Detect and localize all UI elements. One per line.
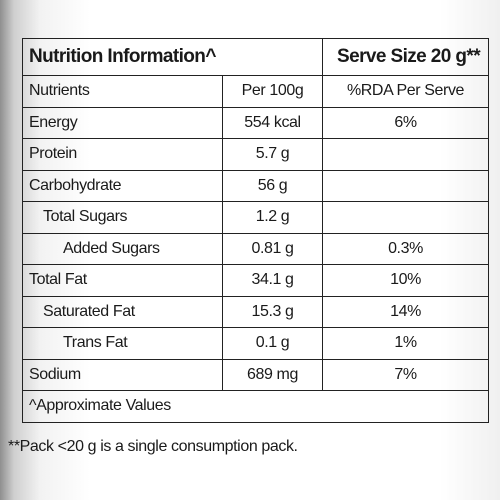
header-row: Nutrition Information^ Serve Size 20 g** [22,38,489,76]
column-row: Nutrients Per 100g %RDA Per Serve [22,75,489,108]
note-row: ^Approximate Values [22,390,489,423]
note: ^Approximate Values [22,390,489,423]
nutrient-row: Energy 554 kcal 6% [22,106,489,139]
nutrient-row: Trans Fat 0.1 g 1% [22,327,489,360]
footnote: **Pack <20 g is a single consumption pac… [8,438,298,455]
nutrient-name: Carbohydrate [22,169,223,202]
nutrient-name: Sodium [22,358,223,391]
per-100g: 15.3 g [222,295,323,328]
rda [322,138,489,171]
per-100g: 56 g [222,169,323,202]
per-100g: 0.1 g [222,327,323,360]
column-header: %RDA Per Serve [322,75,489,108]
nutrient-name: Added Sugars [22,232,223,265]
per-100g: 689 mg [222,358,323,391]
per-100g: 554 kcal [222,106,323,139]
rda: 0.3% [322,232,489,265]
per-100g: 5.7 g [222,138,323,171]
nutrient-row: Sodium 689 mg 7% [22,358,489,391]
nutrient-name: Saturated Fat [22,295,223,328]
nutrient-row: Carbohydrate 56 g [22,169,489,202]
per-100g: 0.81 g [222,232,323,265]
nutrition-table: Nutrition Information^ Serve Size 20 g**… [22,38,489,423]
nutrient-row: Total Sugars 1.2 g [22,201,489,234]
per-100g: 1.2 g [222,201,323,234]
title: Nutrition Information^ [22,38,323,76]
per-100g: 34.1 g [222,264,323,297]
serve-size: Serve Size 20 g** [322,38,489,76]
nutrient-name: Total Fat [22,264,223,297]
nutrient-name: Total Sugars [22,201,223,234]
nutrition-label: Nutrition Information^ Serve Size 20 g**… [22,38,489,423]
rda: 10% [322,264,489,297]
nutrient-name: Trans Fat [22,327,223,360]
nutrient-row: Protein 5.7 g [22,138,489,171]
nutrient-row: Added Sugars 0.81 g 0.3% [22,232,489,265]
nutrient-name: Energy [22,106,223,139]
column-header: Per 100g [222,75,323,108]
nutrient-row: Total Fat 34.1 g 10% [22,264,489,297]
column-header: Nutrients [22,75,223,108]
nutrient-row: Saturated Fat 15.3 g 14% [22,295,489,328]
rda: 6% [322,106,489,139]
rda: 14% [322,295,489,328]
rda [322,169,489,202]
rda: 1% [322,327,489,360]
rda [322,201,489,234]
nutrient-name: Protein [22,138,223,171]
rda: 7% [322,358,489,391]
